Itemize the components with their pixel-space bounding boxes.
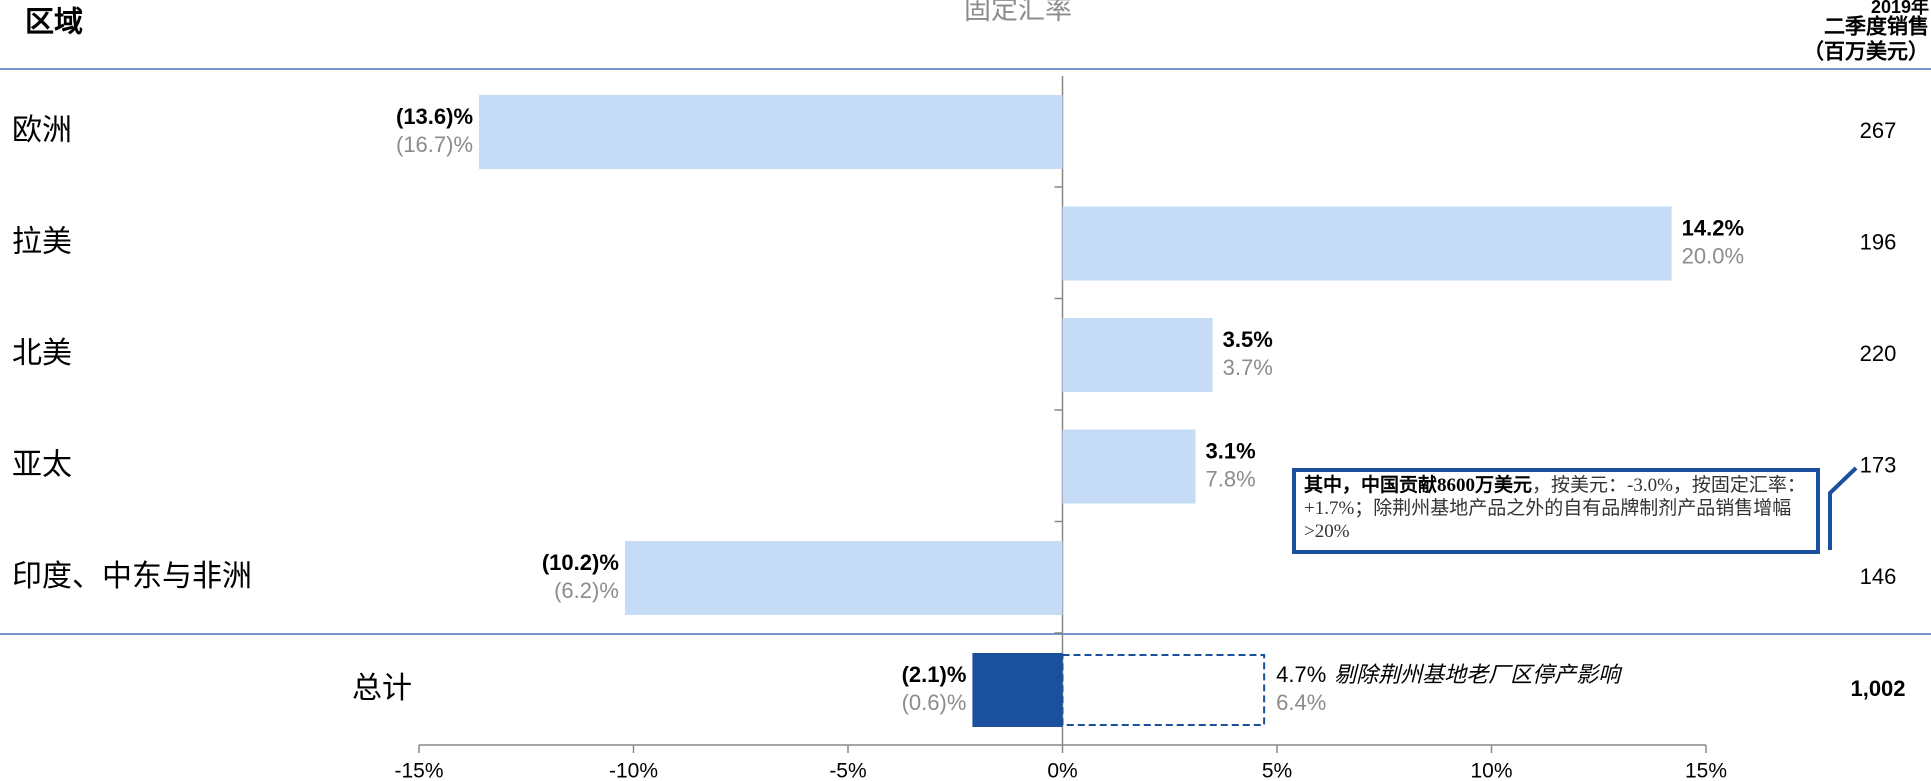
fx-value-label: 20.0% bbox=[1682, 243, 1744, 268]
fx-value-label: (16.7)% bbox=[396, 132, 473, 157]
value-label: (13.6)% bbox=[396, 104, 473, 129]
total-value-label: (2.1)% bbox=[902, 662, 967, 687]
callout-bracket bbox=[1828, 466, 1858, 550]
x-tick-label: -15% bbox=[394, 760, 443, 781]
sales-header: 2019年 bbox=[1871, 0, 1929, 17]
x-tick-label: 15% bbox=[1685, 760, 1727, 781]
bar bbox=[624, 541, 1063, 615]
total-sales: 1,002 bbox=[1850, 676, 1905, 701]
category-label: 印度、中东与非洲 bbox=[12, 560, 252, 593]
x-tick-label: -5% bbox=[829, 760, 866, 781]
sales-header: （百万美元） bbox=[1803, 40, 1929, 64]
x-tick-label: 10% bbox=[1470, 760, 1512, 781]
callout-bold: 其中，中国贡献8600万美元 bbox=[1304, 475, 1533, 496]
value-label: (10.2)% bbox=[542, 550, 619, 575]
sales-value: 146 bbox=[1860, 564, 1897, 589]
total-fx-label: (0.6)% bbox=[902, 690, 967, 715]
category-label: 亚太 bbox=[12, 448, 72, 481]
sales-value: 196 bbox=[1860, 229, 1897, 254]
category-header: 区域 bbox=[25, 6, 83, 39]
value-label: 3.1% bbox=[1205, 438, 1255, 463]
callout-text: ，按美元：-3.0%，按固定汇率：+1.7%；除荆州基地产品之外的自有品牌制剂产… bbox=[1304, 475, 1806, 542]
chart-title: 固定汇率 bbox=[964, 0, 1072, 25]
sales-value: 220 bbox=[1860, 341, 1897, 366]
category-label: 拉美 bbox=[12, 225, 72, 258]
value-label: 3.5% bbox=[1223, 327, 1273, 352]
total-label: 总计 bbox=[352, 672, 412, 705]
bar bbox=[972, 653, 1063, 727]
bar bbox=[1062, 318, 1213, 392]
sales-value: 173 bbox=[1860, 452, 1897, 477]
adjusted-value-label: 4.7% bbox=[1276, 662, 1326, 687]
category-label: 欧洲 bbox=[12, 114, 72, 147]
x-tick-label: 5% bbox=[1262, 760, 1292, 781]
fx-value-label: 3.7% bbox=[1223, 355, 1273, 380]
callout: 其中，中国贡献8600万美元，按美元：-3.0%，按固定汇率：+1.7%；除荆州… bbox=[1292, 468, 1820, 554]
adjusted-fx-label: 6.4% bbox=[1276, 690, 1326, 715]
bar bbox=[479, 95, 1063, 169]
sales-value: 267 bbox=[1860, 118, 1897, 143]
x-tick-label: -10% bbox=[609, 760, 658, 781]
x-tick-label: 0% bbox=[1047, 760, 1077, 781]
bar bbox=[1062, 206, 1672, 281]
bar bbox=[1062, 429, 1196, 504]
fx-value-label: (6.2)% bbox=[554, 578, 619, 603]
fx-value-label: 7.8% bbox=[1205, 466, 1255, 491]
sales-header: 二季度销售 bbox=[1824, 15, 1929, 39]
category-label: 北美 bbox=[12, 337, 72, 370]
adjusted-note: 剔除荆州基地老厂区停产影响 bbox=[1334, 662, 1623, 687]
adjusted-bar bbox=[1061, 654, 1266, 726]
value-label: 14.2% bbox=[1682, 215, 1744, 240]
